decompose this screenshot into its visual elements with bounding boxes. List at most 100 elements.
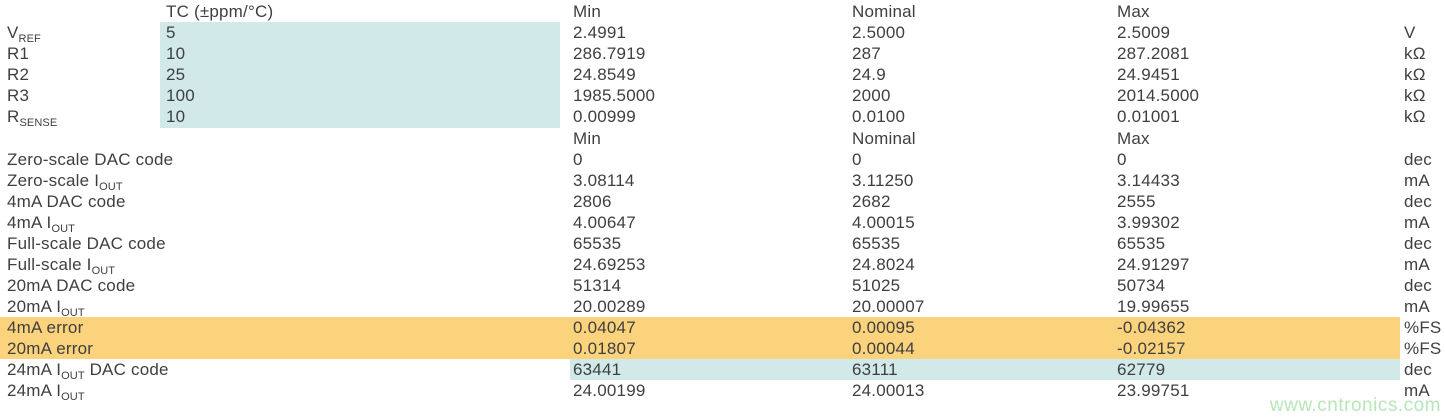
row-label-subscript: REF — [18, 33, 41, 45]
cell-unit: %FS — [1404, 339, 1442, 358]
cell-unit: %FS — [1404, 318, 1442, 337]
cell-min: 0 — [573, 150, 583, 169]
highlight-error-rows — [0, 317, 1400, 359]
cell-unit: kΩ — [1404, 86, 1426, 105]
cell-min: 4.00647 — [573, 213, 636, 232]
row-label: R3 — [7, 86, 30, 105]
row-label: Zero-scale IOUT — [7, 171, 123, 193]
cell-min: 24.69253 — [573, 255, 646, 274]
row-label-subscript: OUT — [61, 370, 85, 382]
cell-unit: V — [1404, 23, 1416, 42]
cell-max: 2555 — [1117, 192, 1156, 211]
row-label: RSENSE — [7, 107, 58, 129]
cell-nominal: 24.9 — [852, 65, 886, 84]
cell-nominal: 0 — [852, 150, 862, 169]
row-label: Full-scale IOUT — [7, 255, 116, 277]
cell-unit: kΩ — [1404, 44, 1426, 63]
cell-min: 2.4991 — [573, 23, 627, 42]
cell-min: 63441 — [573, 360, 622, 379]
cell-max: -0.02157 — [1117, 339, 1186, 358]
table-row-4ma-error: 4mA error 0.04047 0.00095 -0.04362 %FS — [0, 317, 1445, 338]
header-tc: TC (±ppm/°C) — [166, 2, 274, 21]
row-label: R1 — [7, 44, 30, 63]
watermark: www.cntronics.com — [1269, 395, 1441, 416]
cell-min: 65535 — [573, 234, 622, 253]
row-label: R2 — [7, 65, 30, 84]
highlight-tc-column — [160, 22, 560, 128]
cell-min: 51314 — [573, 276, 622, 295]
cell-unit: dec — [1404, 234, 1433, 253]
cell-unit: dec — [1404, 360, 1433, 379]
header-max: Max — [1117, 2, 1150, 21]
row-label: Zero-scale DAC code — [7, 150, 174, 169]
table-row-full-scale-iout: Full-scale IOUT 24.69253 24.8024 24.9129… — [0, 254, 1445, 277]
cell-nominal: 3.11250 — [852, 171, 914, 190]
table-row-zero-scale-iout: Zero-scale IOUT 3.08114 3.11250 3.14433 … — [0, 170, 1445, 193]
table-header-row-2: Min Nominal Max — [0, 128, 1445, 149]
row-label: 4mA DAC code — [7, 192, 126, 211]
cell-unit: dec — [1404, 150, 1433, 169]
header-min: Min — [573, 2, 601, 21]
row-label-subscript: OUT — [61, 391, 85, 403]
table-row-zero-scale-dac-code: Zero-scale DAC code 0 0 0 dec — [0, 149, 1445, 170]
cell-max: 2.5009 — [1117, 23, 1171, 42]
cell-nominal: 2000 — [852, 86, 891, 105]
cell-nominal: 0.0100 — [852, 107, 906, 126]
table-row-r2: R2 25 24.8549 24.9 24.9451 kΩ — [0, 64, 1445, 85]
cell-max: 0 — [1117, 150, 1127, 169]
cell-min: 3.08114 — [573, 171, 635, 190]
cell-nominal: 24.8024 — [852, 255, 915, 274]
cell-max: 2014.5000 — [1117, 86, 1200, 105]
cell-nominal: 65535 — [852, 234, 901, 253]
cell-unit: kΩ — [1404, 107, 1426, 126]
table-row-20ma-error: 20mA error 0.01807 0.00044 -0.02157 %FS — [0, 338, 1445, 359]
row-label: 20mA error — [7, 339, 94, 358]
cell-unit: kΩ — [1404, 65, 1426, 84]
cell-nominal: 0.00044 — [852, 339, 915, 358]
cell-tc: 100 — [166, 86, 195, 105]
cell-unit: dec — [1404, 192, 1433, 211]
cell-max: 0.01001 — [1117, 107, 1180, 126]
cell-min: 0.01807 — [573, 339, 636, 358]
cell-unit: mA — [1404, 255, 1430, 274]
cell-min: 2806 — [573, 192, 612, 211]
cell-tc: 10 — [166, 44, 186, 63]
cell-max: 24.9451 — [1117, 65, 1180, 84]
header-min: Min — [573, 129, 601, 148]
cell-unit: mA — [1404, 297, 1430, 316]
cell-nominal: 2682 — [852, 192, 891, 211]
cell-nominal: 2.5000 — [852, 23, 906, 42]
table-row-24ma-iout-dac-code: 24mA IOUT DAC code 63441 63111 62779 dec — [0, 359, 1445, 382]
row-label-subscript: OUT — [99, 181, 123, 193]
cell-max: 24.91297 — [1117, 255, 1190, 274]
cell-tc: 25 — [166, 65, 186, 84]
header-max: Max — [1117, 129, 1150, 148]
cell-min: 24.00199 — [573, 381, 646, 400]
header-nominal: Nominal — [852, 129, 916, 148]
cell-nominal: 24.00013 — [852, 381, 925, 400]
cell-nominal: 4.00015 — [852, 213, 915, 232]
highlight-24ma-dac-row — [570, 359, 1400, 380]
cell-nominal: 51025 — [852, 276, 901, 295]
cell-nominal: 20.00007 — [852, 297, 925, 316]
table-header-row-1: TC (±ppm/°C) Min Nominal Max — [0, 1, 1445, 22]
cell-min: 24.8549 — [573, 65, 636, 84]
row-label-subscript: SENSE — [19, 117, 58, 129]
table-row-20ma-iout: 20mA IOUT 20.00289 20.00007 19.99655 mA — [0, 296, 1445, 319]
row-label: 24mA IOUT DAC code — [7, 360, 169, 382]
cell-max: 62779 — [1117, 360, 1166, 379]
cell-min: 1985.5000 — [573, 86, 656, 105]
cell-unit: mA — [1404, 213, 1430, 232]
cell-max: 19.99655 — [1117, 297, 1190, 316]
cell-max: 50734 — [1117, 276, 1166, 295]
cell-min: 286.7919 — [573, 44, 646, 63]
cell-max: 3.99302 — [1117, 213, 1180, 232]
row-label: Full-scale DAC code — [7, 234, 166, 253]
row-label-subscript: OUT — [91, 265, 116, 277]
header-nominal: Nominal — [852, 2, 916, 21]
cell-max: 3.14433 — [1117, 171, 1180, 190]
table-row-r1: R1 10 286.7919 287 287.2081 kΩ — [0, 43, 1445, 64]
row-label: VREF — [7, 23, 41, 45]
cell-max: -0.04362 — [1117, 318, 1186, 337]
